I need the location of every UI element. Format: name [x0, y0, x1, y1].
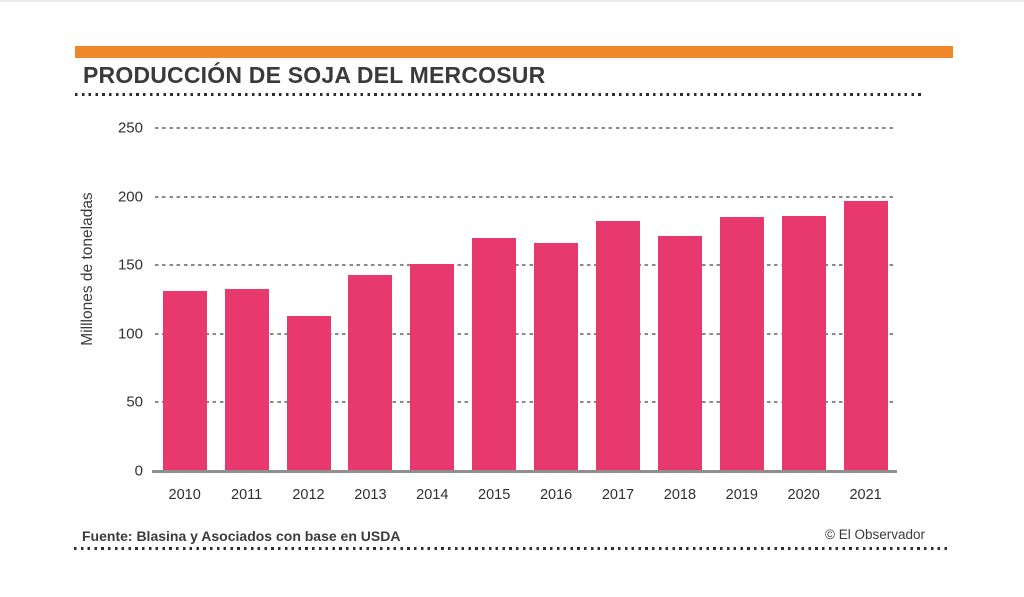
title-divider — [75, 93, 923, 96]
x-axis-baseline — [152, 470, 897, 473]
bar-2016 — [534, 243, 579, 471]
chart-title: PRODUCCIÓN DE SOJA DEL MERCOSUR — [83, 62, 546, 88]
gridline-200 — [155, 195, 893, 198]
bar-2021 — [843, 200, 888, 471]
bar-2019 — [719, 217, 764, 471]
y-tick-label-200: 200 — [117, 188, 143, 206]
x-tick-label-2017: 2017 — [601, 487, 635, 503]
bar-2020 — [781, 215, 826, 471]
y-axis-title: Milllones de toneladas — [79, 192, 96, 346]
x-tick-label-2020: 2020 — [787, 487, 820, 503]
bar-2010 — [162, 291, 207, 471]
x-tick-label-2011: 2011 — [231, 487, 263, 503]
gridline-150 — [155, 264, 893, 267]
x-tick-label-2015: 2015 — [478, 487, 511, 503]
x-tick-label-2019: 2019 — [725, 487, 758, 503]
x-tick-label-2016: 2016 — [539, 487, 573, 503]
y-tick-label-150: 150 — [117, 256, 143, 274]
source-text: Fuente: Blasina y Asociados con base en … — [82, 528, 401, 544]
gridline-100 — [155, 332, 893, 335]
x-tick-label-2018: 2018 — [663, 487, 697, 503]
x-tick-label-2012: 2012 — [292, 487, 325, 503]
credit-text: © El Observador — [825, 527, 925, 542]
x-tick-label-2010: 2010 — [168, 487, 201, 503]
bar-2012 — [286, 315, 331, 471]
bar-2015 — [472, 237, 517, 471]
bar-2013 — [348, 274, 393, 471]
gridline-250 — [155, 127, 893, 129]
bar-2014 — [410, 263, 455, 471]
gridline-50 — [155, 401, 893, 404]
y-tick-label-0: 0 — [134, 462, 143, 480]
x-tick-label-2014: 2014 — [416, 487, 449, 503]
bar-2017 — [596, 221, 640, 471]
x-tick-label-2021: 2021 — [849, 487, 882, 503]
y-tick-label-100: 100 — [117, 325, 143, 343]
y-tick-label-250: 250 — [117, 119, 143, 137]
bar-2011 — [224, 288, 269, 471]
x-tick-label-2013: 2013 — [354, 487, 387, 503]
bar-2018 — [657, 236, 702, 471]
footer-divider — [74, 547, 947, 550]
y-tick-label-50: 50 — [126, 393, 143, 411]
header-accent-bar — [75, 46, 953, 58]
